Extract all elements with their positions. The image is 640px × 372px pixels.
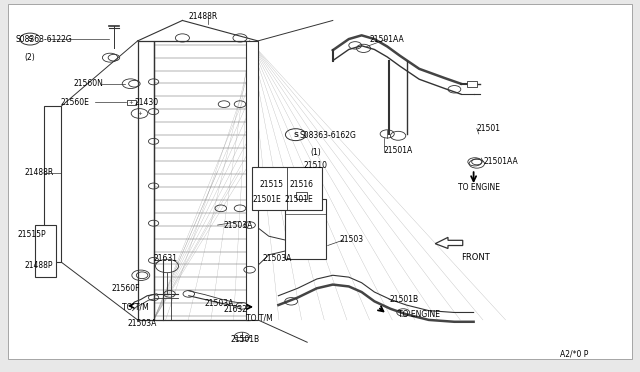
Text: TO ENGINE: TO ENGINE: [398, 310, 440, 319]
Text: 21501AA: 21501AA: [370, 35, 404, 44]
Text: 21632: 21632: [224, 305, 248, 314]
Text: 21560F: 21560F: [112, 284, 141, 293]
Text: 21501E: 21501E: [285, 195, 314, 203]
Bar: [467, 81, 477, 87]
Text: S: S: [293, 132, 298, 138]
Text: 21631: 21631: [154, 254, 178, 263]
Text: 21503A: 21503A: [262, 254, 292, 263]
Text: 21503A: 21503A: [224, 221, 253, 230]
Text: S08363-6162G: S08363-6162G: [300, 131, 356, 140]
Text: 21515P: 21515P: [18, 230, 47, 239]
Bar: [154, 41, 250, 320]
Text: 21501A: 21501A: [384, 146, 413, 155]
Text: 21488R: 21488R: [24, 169, 54, 177]
Text: 21503A: 21503A: [205, 299, 234, 308]
Bar: [252, 167, 322, 210]
Text: (2): (2): [24, 53, 35, 62]
Text: 21501: 21501: [477, 124, 501, 133]
Text: 21430: 21430: [134, 98, 159, 107]
Text: 21560N: 21560N: [74, 79, 104, 88]
Bar: [246, 41, 258, 320]
Bar: [138, 41, 154, 320]
Text: TO T/M: TO T/M: [122, 302, 148, 311]
Text: 21560E: 21560E: [61, 98, 90, 107]
Text: S08363-6122G: S08363-6122G: [16, 35, 73, 44]
Bar: [285, 199, 326, 259]
Text: 21501B: 21501B: [230, 335, 260, 344]
Text: +: +: [129, 100, 134, 105]
Text: S: S: [28, 36, 33, 42]
Text: 21501AA: 21501AA: [483, 157, 518, 166]
Text: TO ENGINE: TO ENGINE: [458, 183, 500, 192]
Text: 21503: 21503: [339, 235, 364, 244]
Text: 21501E: 21501E: [253, 195, 282, 203]
Bar: [127, 100, 136, 105]
Text: 21488P: 21488P: [24, 262, 53, 270]
Text: 21488R: 21488R: [189, 12, 218, 21]
Text: FRONT: FRONT: [461, 253, 490, 262]
Bar: [44, 106, 61, 262]
Text: 21510: 21510: [304, 161, 328, 170]
Text: +: +: [137, 111, 142, 116]
Text: (1): (1): [310, 148, 321, 157]
Text: A2/*0 P: A2/*0 P: [560, 350, 588, 359]
Text: 21503A: 21503A: [128, 319, 157, 328]
Text: 21516: 21516: [289, 180, 314, 189]
Text: 21515: 21515: [259, 180, 284, 189]
Bar: [35, 225, 56, 277]
Text: 21501B: 21501B: [389, 295, 419, 304]
Text: TO T/M: TO T/M: [246, 314, 273, 323]
Bar: [296, 192, 307, 199]
